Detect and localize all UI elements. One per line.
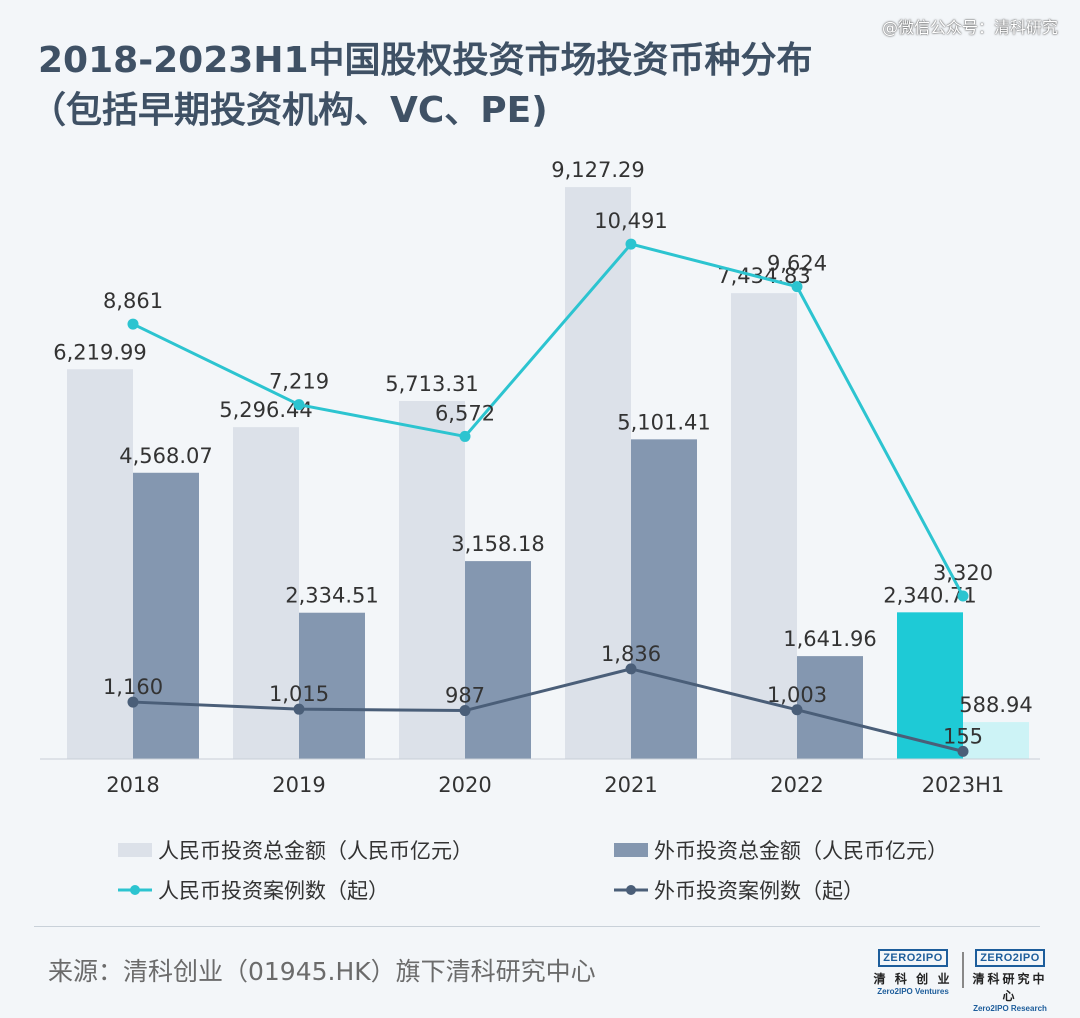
data-label-fx-amount: 2,334.51 [285, 584, 379, 608]
data-label-fx-cases: 1,003 [767, 683, 827, 707]
title-line-2: （包括早期投资机构、VC、PE) [30, 90, 548, 131]
point-fx-cases [459, 705, 471, 717]
data-label-fx-amount: 588.94 [959, 693, 1032, 717]
bar-rmb-amount [565, 187, 631, 759]
data-label-rmb-amount: 5,713.31 [385, 372, 479, 396]
chart-title: 2018-2023H1中国股权投资市场投资币种分布 （包括早期投资机构、VC、P… [30, 36, 813, 136]
line-fx-cases [132, 667, 964, 753]
legend: 人民币投资总金额（人民币亿元） 外币投资总金额（人民币亿元） 人民币投资案例数（… [0, 835, 1080, 915]
bar-fx-amount [465, 561, 531, 759]
data-label-rmb-cases: 6,572 [435, 401, 495, 425]
data-label-rmb-cases: 10,491 [594, 209, 667, 233]
x-tick-label: 2021 [604, 773, 657, 797]
data-label-rmb-amount: 6,219.99 [53, 340, 147, 364]
footer-divider [34, 926, 1040, 927]
data-label-rmb-cases: 7,219 [269, 370, 329, 394]
bar-fx-amount [963, 722, 1029, 759]
line-rmb-cases [132, 242, 965, 597]
data-label-rmb-cases: 3,320 [933, 561, 993, 585]
data-label-fx-amount: 4,568.07 [119, 444, 213, 468]
legend-item-rmb-amount: 人民币投资总金额（人民币亿元） [118, 835, 473, 865]
bar-rmb-amount [399, 401, 465, 759]
legend-item-fx-amount: 外币投资总金额（人民币亿元） [614, 835, 948, 865]
point-rmb-cases [127, 318, 139, 330]
logo-right-en: Zero2IPO Research [973, 1004, 1047, 1013]
legend-label-rmb-cases: 人民币投资案例数（起） [158, 879, 389, 903]
bar-fx-amount [133, 472, 199, 759]
logo-right-cn: 清科研究中心 [972, 972, 1048, 1003]
logo-left-box: ZERO2IPO [878, 949, 948, 967]
data-label-fx-amount: 3,158.18 [451, 532, 545, 556]
point-fx-cases [791, 704, 803, 716]
data-label-fx-cases: 1,160 [103, 675, 163, 699]
point-rmb-cases [293, 399, 305, 411]
data-label-fx-cases: 155 [943, 724, 983, 748]
source-note: 来源：清科创业（01945.HK）旗下清科研究中心 [48, 957, 596, 986]
bar-rmb-amount [897, 612, 963, 759]
bar-rmb-amount [731, 293, 797, 759]
data-label-rmb-cases: 8,861 [103, 289, 163, 313]
x-tick-label: 2018 [106, 773, 159, 797]
watermark: @微信公众号：清科研究 [881, 18, 1058, 37]
bar-fx-amount [631, 439, 697, 759]
bar-rmb-amount [67, 369, 133, 759]
x-tick-label: 2023H1 [922, 773, 1005, 797]
point-rmb-cases [957, 590, 969, 602]
logo-separator [962, 952, 964, 988]
point-rmb-cases [459, 430, 471, 442]
legend-swatch-rmb-cases [118, 885, 152, 895]
data-label-fx-amount: 5,101.41 [617, 410, 711, 434]
legend-swatch-fx-cases [614, 885, 648, 895]
legend-label-rmb-amount: 人民币投资总金额（人民币亿元） [158, 839, 473, 863]
legend-swatch-rmb-amount [118, 843, 152, 857]
legend-item-fx-cases: 外币投资案例数（起） [614, 875, 864, 905]
data-label-fx-amount: 1,641.96 [783, 627, 877, 651]
legend-label-fx-amount: 外币投资总金额（人民币亿元） [654, 839, 948, 863]
zero2ipo-ventures-logo: ZERO2IPO 清 科 创 业 Zero2IPO Ventures [873, 948, 953, 996]
point-fx-cases [293, 703, 305, 715]
bar-fx-amount [299, 612, 365, 759]
data-label-fx-cases: 1,015 [269, 682, 329, 706]
legend-item-rmb-cases: 人民币投资案例数（起） [118, 875, 389, 905]
legend-label-fx-cases: 外币投资案例数（起） [654, 879, 864, 903]
point-fx-cases [127, 696, 139, 708]
bar-rmb-amount [233, 427, 299, 759]
point-fx-cases [957, 745, 969, 757]
x-tick-label: 2022 [770, 773, 823, 797]
legend-swatch-fx-amount [614, 843, 648, 857]
data-label-rmb-amount: 9,127.29 [551, 158, 645, 182]
point-rmb-cases [791, 281, 803, 293]
logo-right-box: ZERO2IPO [975, 949, 1045, 967]
x-tick-label: 2019 [272, 773, 325, 797]
chart-area: 6,219.994,568.0720185,296.442,334.512019… [40, 158, 1040, 797]
data-label-rmb-cases: 9,624 [767, 252, 827, 276]
data-label-fx-cases: 1,836 [601, 642, 661, 666]
point-fx-cases [625, 663, 637, 675]
logo-left-cn: 清 科 创 业 [873, 972, 953, 986]
data-label-fx-cases: 987 [445, 684, 485, 708]
bar-fx-amount [797, 656, 863, 759]
zero2ipo-research-logo: ZERO2IPO 清科研究中心 Zero2IPO Research [970, 948, 1050, 1013]
title-line-1: 2018-2023H1中国股权投资市场投资币种分布 [38, 40, 813, 81]
x-tick-label: 2020 [438, 773, 491, 797]
point-rmb-cases [625, 238, 637, 250]
logo-left-en: Zero2IPO Ventures [877, 987, 949, 996]
